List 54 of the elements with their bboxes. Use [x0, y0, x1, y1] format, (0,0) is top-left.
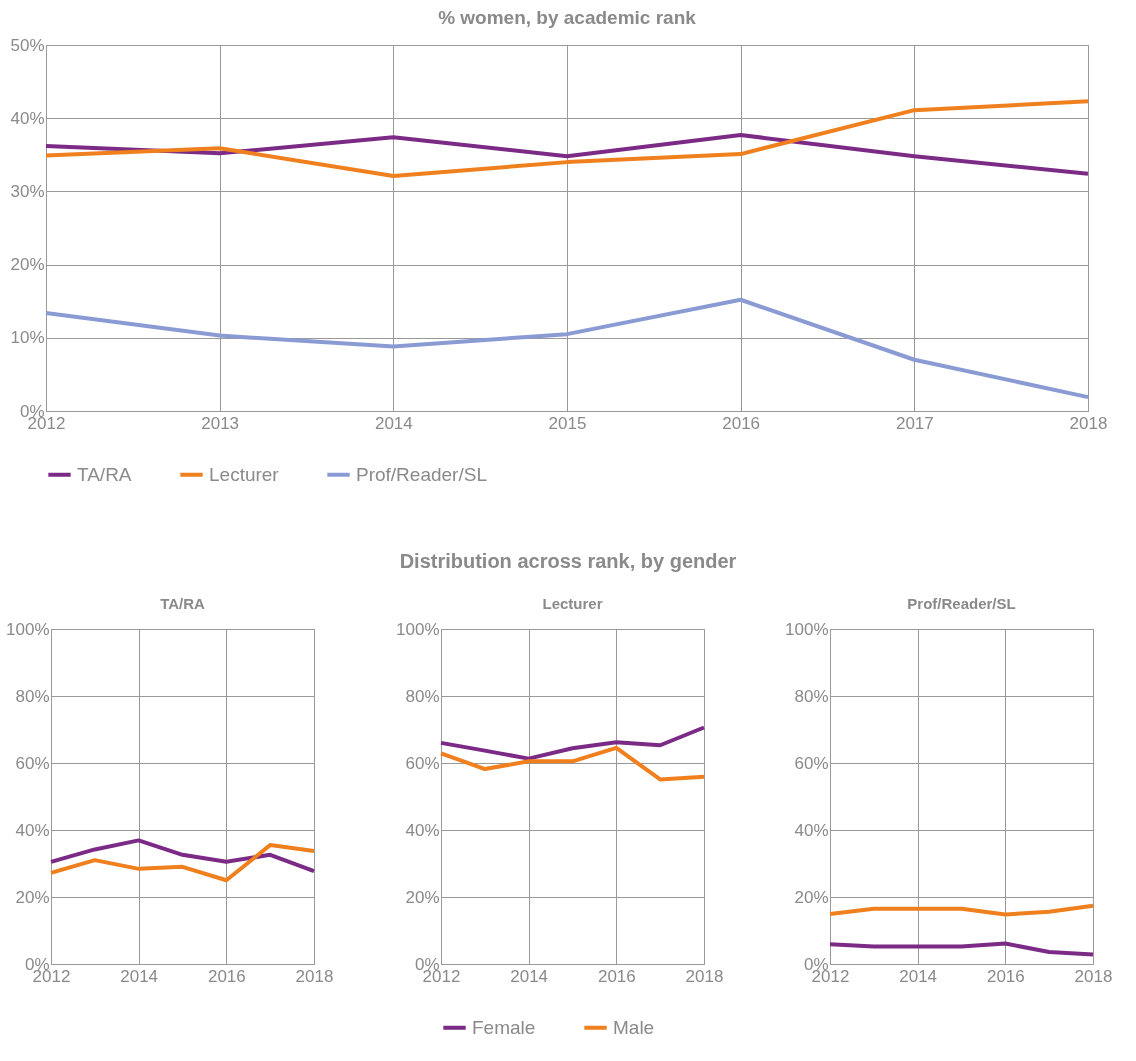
x-tick-label: 2017 — [895, 413, 934, 433]
y-tick-label: 40% — [10, 108, 45, 128]
x-tick-label: 2016 — [986, 966, 1025, 986]
y-tick-label: 100% — [6, 619, 50, 639]
y-tick-label: 60% — [15, 753, 50, 773]
y-tick-label: 30% — [10, 181, 45, 201]
legend-label: Male — [613, 1016, 655, 1038]
line-series — [439, 725, 706, 761]
y-tick-label: 80% — [794, 686, 829, 706]
y-tick-label: 60% — [405, 753, 440, 773]
line-series — [439, 745, 706, 782]
x-tick-label: 2018 — [1069, 413, 1108, 433]
chart-title: Lecturer — [542, 595, 603, 612]
chart-title: TA/RA — [160, 595, 206, 612]
line-series — [49, 838, 316, 874]
legend-label: Female — [472, 1016, 536, 1038]
x-tick-label: 2018 — [295, 966, 334, 986]
y-tick-label: 40% — [794, 820, 829, 840]
line-series — [44, 133, 1090, 176]
x-tick-label: 2016 — [597, 966, 636, 986]
x-tick-label: 2014 — [120, 966, 159, 986]
line-series — [828, 903, 1095, 917]
text: Distribution across rank, by gender — [398, 550, 738, 573]
y-tick-label: 100% — [396, 619, 440, 639]
y-tick-label: 100% — [785, 619, 829, 639]
legend-label: TA/RA — [77, 463, 132, 485]
y-tick-label: 80% — [405, 686, 440, 706]
line-series — [49, 843, 316, 883]
line-series — [828, 941, 1095, 957]
x-tick-label: 2018 — [685, 966, 724, 986]
x-tick-label: 2013 — [201, 413, 240, 433]
y-tick-label: 20% — [15, 887, 50, 907]
y-tick-label: 20% — [405, 887, 440, 907]
y-tick-label: 20% — [794, 887, 829, 907]
y-tick-label: 50% — [10, 35, 45, 55]
x-tick-label: 2018 — [1074, 966, 1113, 986]
x-tick-label: 2014 — [510, 966, 549, 986]
y-tick-label: 10% — [10, 328, 45, 348]
y-tick-label: 20% — [10, 255, 45, 275]
line-series — [44, 297, 1090, 400]
legend-label: Prof/Reader/SL — [356, 463, 487, 485]
y-tick-label: 60% — [794, 753, 829, 773]
x-tick-label: 2016 — [207, 966, 246, 986]
y-tick-label: 80% — [15, 686, 50, 706]
x-tick-label: 2014 — [899, 966, 938, 986]
legend-label: Lecturer — [209, 463, 280, 485]
line-series — [44, 99, 1090, 179]
chart-title: Prof/Reader/SL — [907, 595, 1016, 612]
y-tick-label: 40% — [405, 820, 440, 840]
x-tick-label: 2016 — [722, 413, 761, 433]
chart-title: % women, by academic rank — [438, 7, 697, 28]
x-tick-label: 2015 — [548, 413, 587, 433]
x-tick-label: 2014 — [374, 413, 413, 433]
y-tick-label: 40% — [15, 820, 50, 840]
